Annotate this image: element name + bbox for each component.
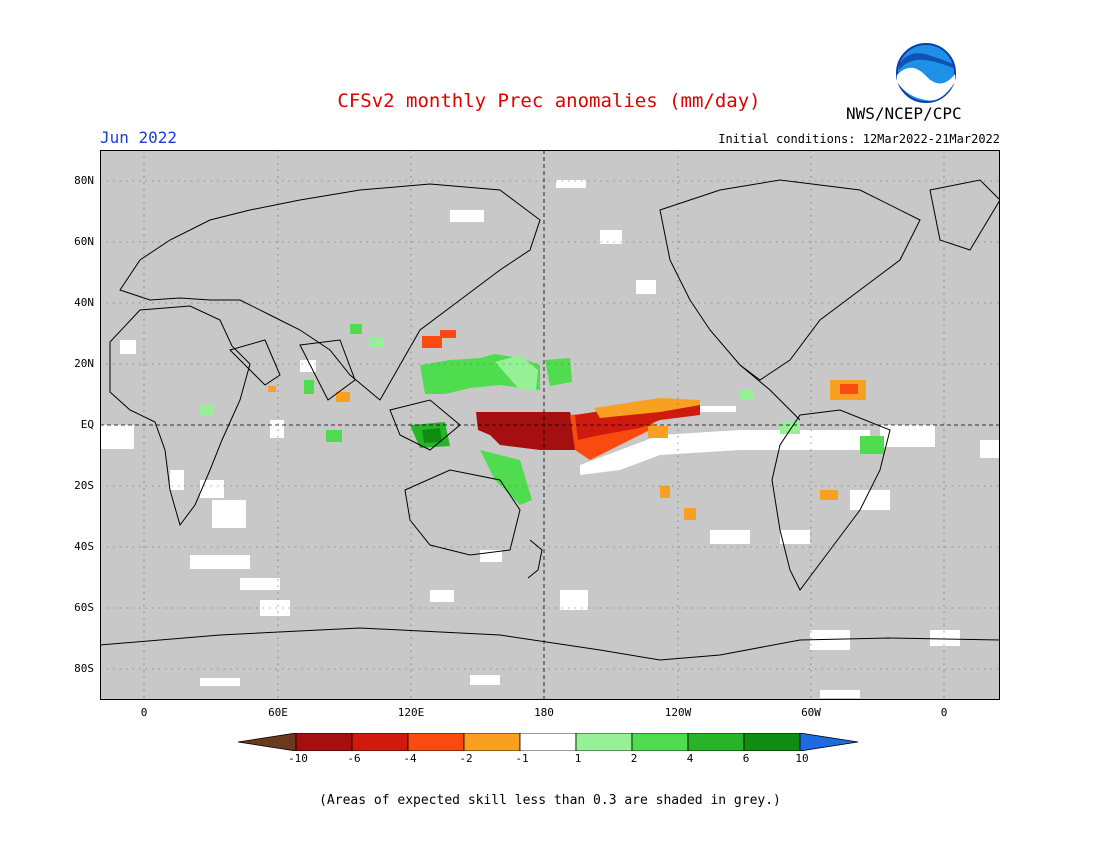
lon-label: 180 (534, 706, 554, 719)
lat-label: 40N (74, 296, 94, 309)
colorbar-cell (575, 733, 633, 751)
lat-label: 40S (74, 540, 94, 553)
colorbar-cell (519, 733, 577, 751)
initial-conditions: Initial conditions: 12Mar2022-21Mar2022 (718, 132, 1000, 146)
colorbar-label: 6 (742, 752, 750, 765)
near-zero-regions (100, 180, 1000, 698)
lon-label: 60E (268, 706, 288, 719)
colorbar-label: 2 (630, 752, 638, 765)
lon-label: 120W (664, 706, 692, 719)
lon-label: 0 (940, 706, 948, 719)
dry-anomalies (268, 330, 866, 520)
colorbar-cell (238, 733, 297, 751)
colorbar-label: 1 (574, 752, 582, 765)
colorbar-label: 10 (795, 752, 809, 765)
colorbar-cell (463, 733, 521, 751)
lon-label: 60W (801, 706, 821, 719)
lon-label: 0 (140, 706, 148, 719)
colorbar-label: -4 (403, 752, 417, 765)
coastlines (100, 179, 1000, 661)
colorbar-cell (687, 733, 745, 751)
colorbar (238, 733, 859, 751)
lon-label: 120E (397, 706, 425, 719)
agency-label: NWS/NCEP/CPC (846, 104, 962, 123)
colorbar-cell (295, 733, 353, 751)
lat-label: EQ (80, 418, 94, 431)
colorbar-label: 4 (686, 752, 694, 765)
colorbar-cell (743, 733, 801, 751)
noaa-logo (896, 43, 956, 103)
forecast-month: Jun 2022 (100, 128, 178, 147)
lat-label: 20S (74, 479, 94, 492)
anomaly-map (100, 150, 1000, 700)
lat-label: 20N (74, 357, 94, 370)
lat-label: 80S (74, 662, 94, 675)
colorbar-label: -2 (459, 752, 473, 765)
colorbar-cell (799, 733, 859, 751)
lat-label: 60N (74, 235, 94, 248)
colorbar-cell (351, 733, 409, 751)
colorbar-cell (631, 733, 689, 751)
lat-label: 80N (74, 174, 94, 187)
map-title: CFSv2 monthly Prec anomalies (mm/day) (337, 90, 761, 112)
graticule (100, 150, 1000, 700)
colorbar-label: -6 (347, 752, 361, 765)
colorbar-cell (407, 733, 465, 751)
colorbar-cells (238, 733, 859, 751)
skill-footnote: (Areas of expected skill less than 0.3 a… (319, 793, 781, 808)
colorbar-label: -10 (288, 752, 308, 765)
colorbar-label: -1 (515, 752, 529, 765)
lat-label: 60S (74, 601, 94, 614)
